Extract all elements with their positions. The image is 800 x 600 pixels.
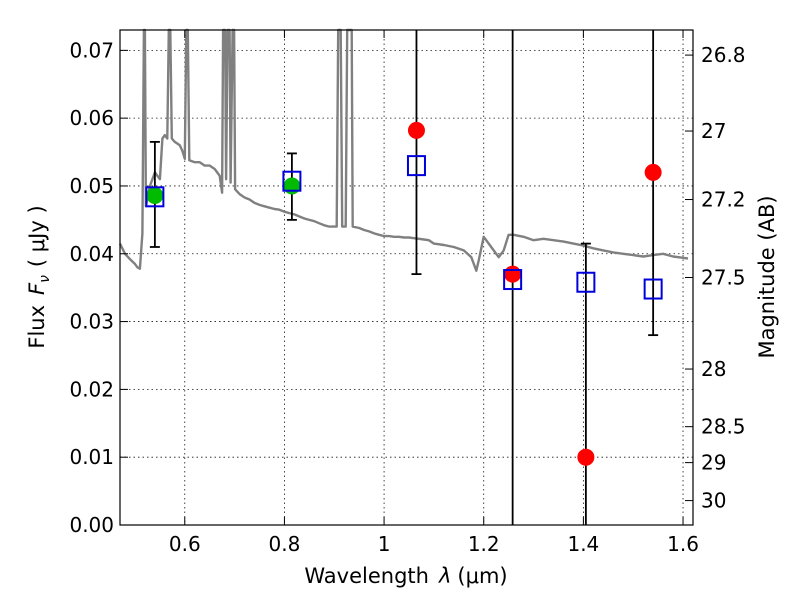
data-point-observed-marginal — [577, 448, 595, 466]
y2-tick-label: 26.8 — [701, 43, 746, 67]
y2-tick-label: 27.5 — [701, 266, 746, 290]
x-tick-label: 1.4 — [567, 532, 599, 556]
y2-axis-title: Magnitude (AB) — [755, 195, 779, 358]
y-tick-label: 0.06 — [69, 106, 114, 130]
data-point-observed-marginal — [644, 163, 662, 181]
y-tick-label: 0.02 — [69, 377, 114, 401]
model-photometry-point — [282, 170, 302, 192]
grid — [120, 30, 693, 525]
data-point-observed-marginal — [504, 265, 522, 283]
model-photometry-point — [406, 155, 426, 177]
y-tick-label: 0.03 — [69, 310, 114, 334]
y2-tick-label: 28.5 — [701, 415, 746, 439]
model-photometry-point — [503, 269, 523, 291]
x-tick-label: 0.6 — [169, 532, 201, 556]
y-tick-label: 0.07 — [69, 38, 114, 62]
y2-tick-label: 30 — [701, 489, 726, 513]
x-tick-label: 1.6 — [667, 532, 699, 556]
y2-tick-label: 27 — [701, 119, 726, 143]
model-photometry-point — [643, 278, 663, 300]
y-tick-label: 0.01 — [69, 445, 114, 469]
data-markers — [145, 121, 663, 466]
x-tick-label: 1 — [378, 532, 391, 556]
y2-tick-label: 29 — [701, 451, 726, 475]
x-axis-title: Wavelength λ (μm) — [304, 564, 507, 588]
model-photometry-point — [576, 271, 596, 293]
error-bars — [149, 30, 659, 525]
y-tick-label: 0.00 — [69, 513, 114, 537]
axis-ticks: 0.6 0.8 1 1.2 1.4 1.6 0.00 0.01 0.02 0.03 0.04 0.05… — [69, 30, 746, 556]
data-point-observed-marginal — [407, 121, 425, 139]
y-axis-title: FluxFν( μJy ) — [25, 205, 53, 348]
y2-tick-label: 27.2 — [701, 188, 746, 212]
x-tick-label: 1.2 — [468, 532, 500, 556]
x-tick-label: 0.8 — [269, 532, 301, 556]
model-spectrum-layer — [118, 28, 689, 272]
model-photometry-point — [145, 186, 165, 208]
y-tick-label: 0.05 — [69, 174, 114, 198]
data-point-observed-detections — [146, 186, 164, 204]
plot-frame — [119, 29, 694, 526]
y-tick-label: 0.04 — [69, 242, 114, 266]
y2-tick-label: 28 — [701, 357, 726, 381]
model-spectrum-line — [118, 28, 689, 272]
